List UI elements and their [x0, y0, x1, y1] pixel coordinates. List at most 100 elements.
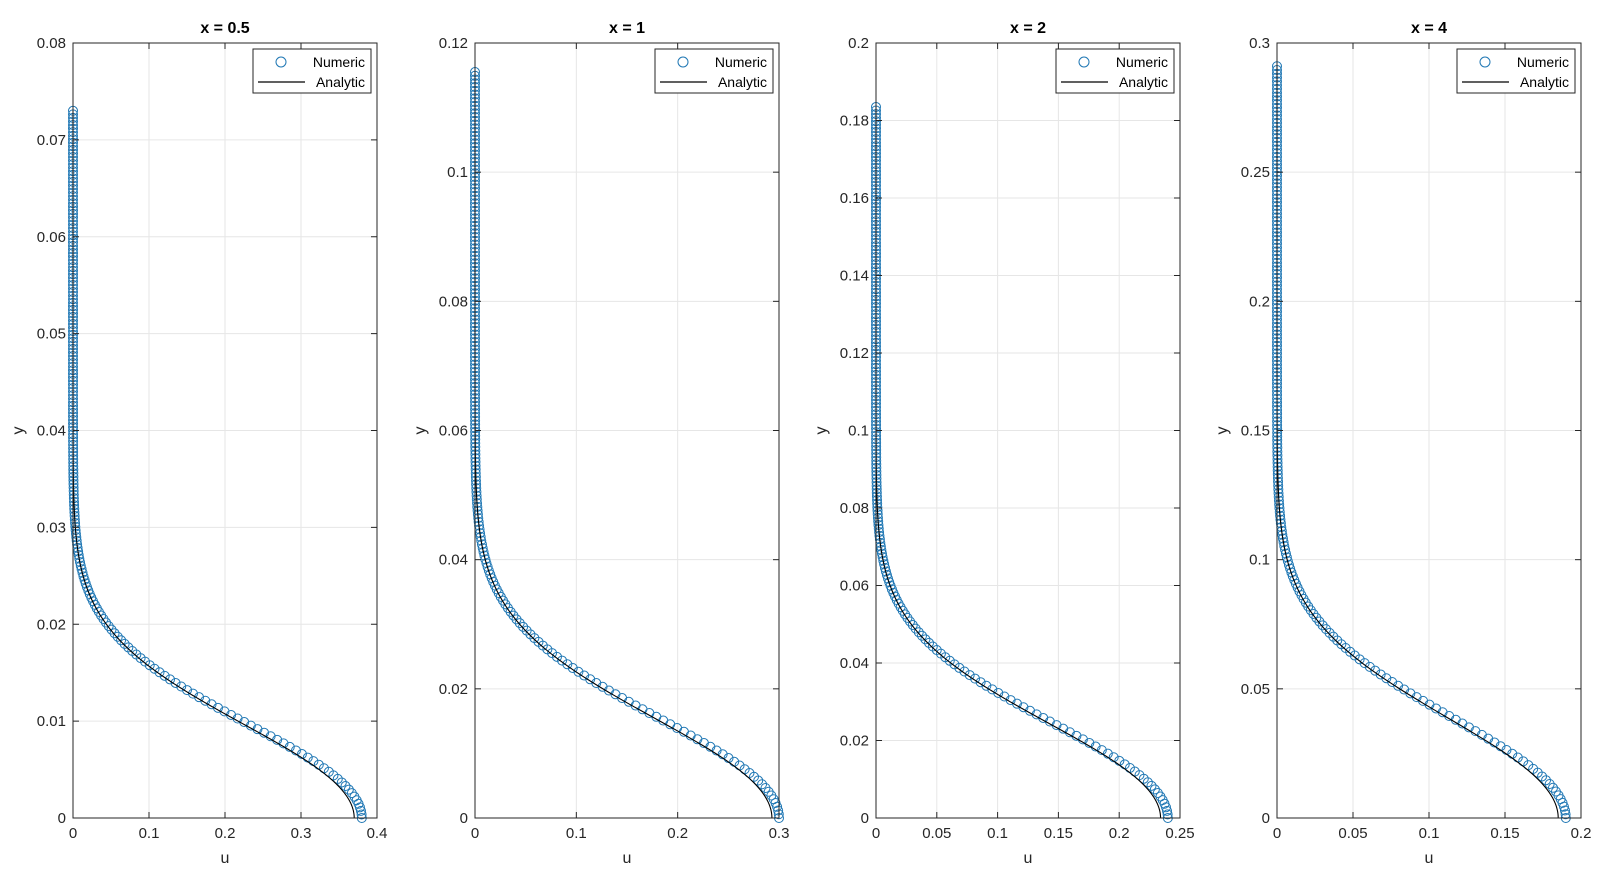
y-tick-label: 0.3	[1249, 35, 1270, 52]
numeric-point	[975, 677, 986, 688]
y-tick-label: 0.2	[1249, 293, 1270, 310]
numeric-point	[877, 552, 888, 563]
numeric-point	[959, 666, 970, 677]
numeric-point	[170, 677, 181, 688]
numeric-point	[880, 566, 891, 577]
numeric-point	[567, 663, 578, 674]
numeric-point	[1146, 780, 1157, 791]
numeric-point	[1387, 677, 1398, 688]
numeric-point	[476, 535, 487, 546]
numeric-point	[477, 543, 488, 554]
numeric-point	[194, 692, 205, 703]
legend-analytic-label: Analytic	[316, 74, 365, 90]
y-tick-label: 0.01	[37, 713, 66, 730]
numeric-point	[356, 809, 367, 820]
numeric-point	[1317, 620, 1328, 631]
legend-numeric-label: Numeric	[1116, 54, 1168, 70]
y-tick-label: 0.1	[1249, 552, 1270, 569]
subplot-title: x = 2	[1010, 20, 1046, 37]
x-tick-label: 0	[872, 825, 880, 842]
numeric-point	[879, 562, 890, 573]
legend-box	[252, 48, 372, 94]
y-tick-label: 0.04	[37, 423, 66, 440]
x-tick-label: 0.05	[922, 825, 951, 842]
y-tick-label: 0.08	[37, 35, 66, 52]
subplot-title: x = 4	[1411, 20, 1447, 37]
numeric-point	[1559, 805, 1570, 816]
x-tick-label: 0.1	[1419, 825, 1440, 842]
numeric-point	[964, 670, 975, 681]
y-tick-label: 0.04	[439, 552, 468, 569]
x-tick-label: 0.2	[667, 825, 688, 842]
numeric-point	[917, 630, 928, 641]
x-tick-label: 0.1	[987, 825, 1008, 842]
numeric-point	[1096, 745, 1107, 756]
legend-analytic-label: Analytic	[1119, 74, 1168, 90]
y-axis-label: y	[412, 427, 429, 435]
numeric-point	[1544, 779, 1555, 789]
numeric-point	[101, 617, 112, 628]
y-tick-label: 0	[861, 810, 869, 827]
numeric-point	[1277, 533, 1288, 544]
y-tick-label: 0.04	[840, 655, 869, 672]
numeric-point	[1278, 537, 1289, 548]
numeric-point	[154, 667, 165, 678]
numeric-point	[1370, 665, 1381, 676]
numeric-point	[999, 691, 1010, 702]
subplot-3: 0 0.05 0.1 0.15 0.2 0.25 0 0.02 0.04 0.06 0.08 0.1 0…	[813, 20, 1195, 867]
numeric-point	[165, 674, 176, 685]
numeric-point	[123, 642, 134, 653]
numeric-point	[103, 621, 114, 632]
legend-numeric-marker	[1479, 56, 1491, 68]
x-tick-label: 0.3	[769, 825, 790, 842]
y-tick-label: 0.1	[848, 423, 869, 440]
numeric-point	[1283, 559, 1294, 570]
numeric-point	[343, 784, 354, 795]
subplot-1: 0 0.1 0.2 0.3 0.4 0 0.01 0.02 0.03 0.04 0.05 0.06 0.…	[10, 20, 387, 867]
numeric-point	[1152, 787, 1163, 798]
y-tick-label: 0.12	[840, 345, 869, 362]
legend-numeric-marker	[677, 56, 689, 68]
numeric-point	[573, 666, 584, 677]
numeric-point	[591, 678, 602, 689]
legend-numeric-marker	[275, 56, 287, 68]
y-tick-label: 0.18	[840, 113, 869, 130]
numeric-point	[76, 564, 87, 575]
y-axis-label: y	[10, 427, 27, 435]
numeric-point	[1149, 784, 1160, 795]
subplot-title: x = 1	[609, 20, 645, 37]
numeric-point	[1364, 661, 1375, 672]
numeric-point	[182, 685, 193, 696]
numeric-point	[579, 670, 590, 681]
numeric-point	[1547, 782, 1558, 793]
y-tick-label: 0	[1262, 810, 1270, 827]
numeric-point	[112, 631, 123, 642]
numeric-point	[482, 561, 493, 572]
numeric-point	[1280, 548, 1291, 559]
legend-numeric-marker	[1078, 56, 1090, 68]
numeric-point	[75, 557, 86, 568]
x-tick-label: 0.15	[1044, 825, 1073, 842]
numeric-point	[116, 635, 127, 646]
numeric-point	[924, 637, 935, 648]
numeric-point	[159, 670, 170, 681]
subplot-2: 0 0.1 0.2 0.3 0 0.02 0.04 0.06 0.08 0.1 0.12 x = 1 u…	[412, 20, 789, 867]
x-tick-label: 0.15	[1490, 825, 1519, 842]
numeric-point	[511, 614, 522, 625]
numeric-point	[290, 745, 301, 756]
y-tick-label: 0	[58, 810, 66, 827]
numeric-point	[981, 680, 992, 691]
numeric-point	[878, 555, 889, 566]
numeric-point	[1005, 695, 1016, 706]
x-axis-label: u	[1425, 850, 1434, 867]
numeric-point	[346, 788, 357, 799]
y-tick-label: 0.15	[1241, 423, 1270, 440]
y-axis-label: y	[813, 427, 830, 435]
numeric-point	[529, 633, 540, 644]
numeric-point	[927, 641, 938, 652]
numeric-point	[106, 624, 117, 635]
x-axis-label: u	[1024, 850, 1033, 867]
y-tick-label: 0.02	[840, 733, 869, 750]
numeric-point	[1280, 544, 1291, 555]
